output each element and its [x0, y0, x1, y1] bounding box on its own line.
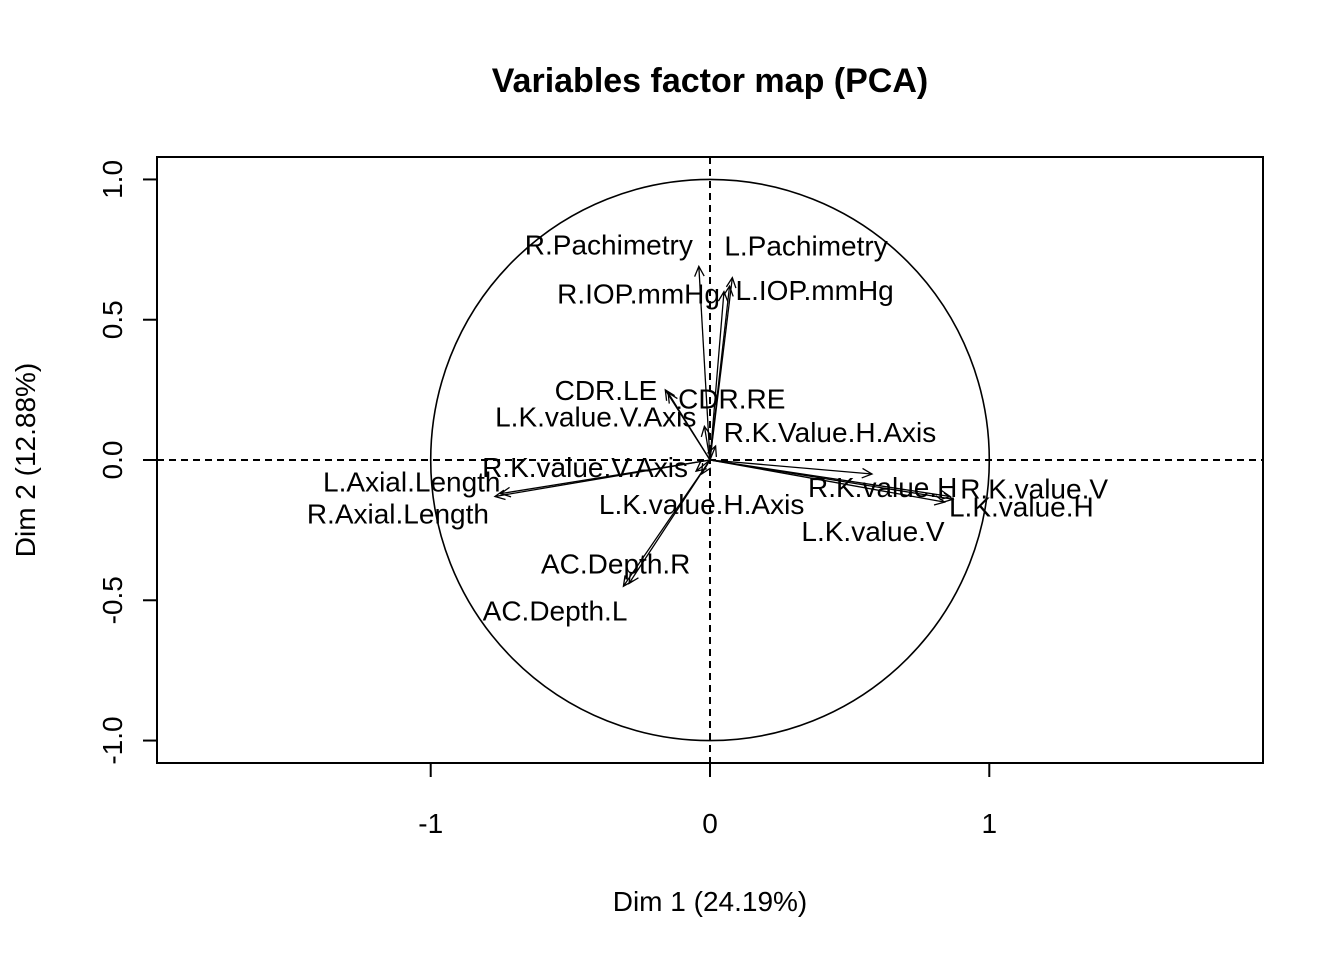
x-tick-label: -1 — [418, 808, 443, 839]
variable-arrowhead — [933, 495, 947, 506]
variable-arrowhead — [700, 424, 712, 438]
variable-arrow — [494, 459, 711, 498]
variable-label: R.Pachimetry — [525, 229, 693, 260]
variable-arrow — [622, 459, 711, 587]
variable-arrowhead — [667, 391, 678, 404]
variable-arrow — [709, 459, 873, 475]
y-tick-label: 0.0 — [97, 441, 128, 480]
y-tick-label: 0.5 — [97, 300, 128, 339]
correlation-circle — [429, 178, 991, 742]
variable-arrowhead — [942, 492, 955, 504]
variable-arrow — [698, 266, 711, 461]
variable-label: L.K.value.V.Axis — [495, 401, 696, 432]
variable-label: L.Axial.Length — [323, 467, 500, 498]
variable-arrow — [709, 285, 731, 461]
variable-label: AC.Depth.L — [483, 595, 628, 626]
chart-title: Variables factor map (PCA) — [492, 62, 928, 100]
variable-label: L.K.value.V — [801, 516, 945, 547]
variable-arrowhead — [694, 264, 705, 277]
variable-arrow — [703, 426, 711, 461]
variable-arrowhead — [493, 489, 506, 501]
variable-label: R.IOP.mmHg — [557, 279, 720, 310]
variable-label: L.IOP.mmHg — [736, 275, 894, 306]
variable-label: R.K.Value.H.Axis — [724, 417, 937, 448]
variable-arrowhead — [723, 284, 734, 297]
variable-arrow — [667, 392, 711, 461]
y-tick-label: -0.5 — [97, 576, 128, 624]
y-tick-label: -1.0 — [97, 716, 128, 764]
plot-area: -1 0 1 -1.0 -0.5 0.0 0.5 1.0 R.Pachimetry L.Pachi… — [97, 156, 1264, 839]
variable-arrowhead — [939, 489, 952, 501]
variable-label: L.K.value.H — [949, 491, 1094, 522]
variable-arrow — [709, 445, 717, 461]
variable-label: CDR.LE — [555, 375, 658, 406]
variable-arrowhead — [499, 486, 512, 498]
y-axis-title: Dim 2 (12.88%) — [10, 363, 41, 558]
x-axis-title: Dim 1 (24.19%) — [613, 886, 808, 917]
variable-arrowhead — [717, 290, 729, 303]
y-tick-label: 1.0 — [97, 160, 128, 199]
variable-arrowhead — [622, 575, 634, 588]
variable-arrowhead — [725, 276, 737, 289]
variable-label: L.Pachimetry — [724, 231, 887, 262]
variable-arrow — [709, 459, 945, 503]
variable-label: AC.Depth.R — [541, 548, 690, 579]
variable-arrowhead — [861, 467, 874, 479]
x-tick-label: 0 — [702, 808, 718, 839]
x-tick-label: 1 — [982, 808, 998, 839]
variable-label: L.K.value.H.Axis — [599, 489, 804, 520]
variable-arrow — [709, 459, 954, 500]
variable-label: R.K.value.V.Axis — [482, 452, 688, 483]
variable-arrowhead — [700, 463, 712, 476]
variable-label: CDR.RE — [678, 384, 785, 415]
variable-arrow — [709, 291, 725, 461]
variable-label: R.K.value.V — [960, 473, 1108, 504]
variable-arrowhead — [707, 444, 718, 457]
variable-label: R.Axial.Length — [307, 498, 489, 529]
variable-arrowhead — [664, 388, 676, 401]
